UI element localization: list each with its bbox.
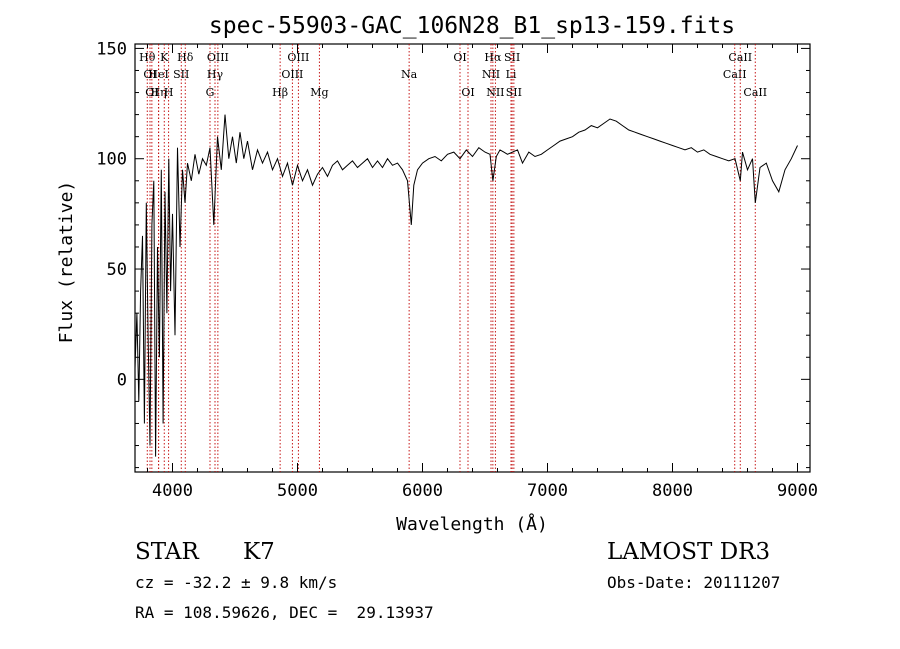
line-markers: HθOIOIHηHeIKHSIIHδGHγOIIIHβOIIIOIIIMgNaO… xyxy=(139,44,767,472)
x-tick-label-2: 6000 xyxy=(402,481,443,501)
redshift-velocity: cz = -32.2 ± 9.8 km/s xyxy=(135,573,338,592)
line-label-27: CaII xyxy=(743,86,767,99)
observation-date: Obs-Date: 20111207 xyxy=(607,573,781,592)
x-tick-label-5: 9000 xyxy=(777,481,818,501)
line-label-26: CaII xyxy=(728,51,752,64)
line-label-24: SII xyxy=(506,86,522,99)
line-label-12: Hβ xyxy=(272,86,288,99)
x-tick-label-0: 4000 xyxy=(152,481,193,501)
coordinates: RA = 108.59626, DEC = 29.13937 xyxy=(135,603,434,622)
line-label-14: OIII xyxy=(287,51,309,64)
line-label-15: Mg xyxy=(310,86,328,99)
plot-frame xyxy=(134,43,811,473)
line-label-4: HeI xyxy=(148,68,168,81)
line-label-20: Hα xyxy=(484,51,502,64)
y-tick-label-2: 100 xyxy=(96,150,127,170)
y-tick-label-1: 50 xyxy=(107,260,127,280)
line-label-16: Na xyxy=(401,68,418,81)
survey-name: LAMOST DR3 xyxy=(607,539,771,565)
line-label-8: Hδ xyxy=(177,51,194,64)
line-label-18: OI xyxy=(461,86,474,99)
line-label-3: Hη xyxy=(151,86,167,99)
line-label-9: G xyxy=(206,86,215,99)
line-label-23: SII xyxy=(504,51,520,64)
line-label-25: CaII xyxy=(723,68,747,81)
chart-title: spec-55903-GAC_106N28_B1_sp13-159.fits xyxy=(209,13,735,39)
x-axis-label: Wavelength (Å) xyxy=(396,513,548,535)
x-tick-label-1: 5000 xyxy=(277,481,318,501)
object-class: STAR xyxy=(135,539,199,565)
y-tick-label-3: 150 xyxy=(96,39,127,59)
line-label-10: Hγ xyxy=(207,68,224,81)
x-tick-label-3: 7000 xyxy=(527,481,568,501)
line-label-21: NII xyxy=(486,86,504,99)
line-label-22: Li xyxy=(506,68,517,81)
spectrum xyxy=(134,114,798,457)
x-tick-label-4: 8000 xyxy=(652,481,693,501)
line-label-6: H xyxy=(164,86,174,99)
line-label-7: SII xyxy=(173,68,189,81)
spectral-subclass: K7 xyxy=(243,539,275,565)
line-label-13: OIII xyxy=(281,68,303,81)
y-tick-label-0: 0 xyxy=(117,370,127,390)
line-label-19: NII xyxy=(482,68,500,81)
line-label-2: OI xyxy=(145,86,158,99)
line-label-0: Hθ xyxy=(139,51,156,64)
spectrum-line xyxy=(134,114,798,457)
line-label-5: K xyxy=(160,51,169,64)
y-axis-label: Flux (relative) xyxy=(56,181,77,344)
line-label-1: OI xyxy=(143,68,156,81)
axes: 4000 5000 6000 7000 8000 9000 0 50 100 150 xyxy=(96,39,818,501)
line-label-11: OIII xyxy=(207,51,229,64)
line-label-17: OI xyxy=(453,51,466,64)
